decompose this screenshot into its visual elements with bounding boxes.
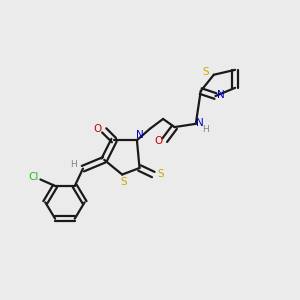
Text: N: N: [218, 90, 225, 100]
Text: S: S: [157, 169, 164, 179]
Text: S: S: [121, 177, 127, 187]
Text: N: N: [136, 130, 144, 140]
Text: O: O: [154, 136, 162, 146]
Text: N: N: [196, 118, 204, 128]
Text: O: O: [94, 124, 102, 134]
Text: H: H: [70, 160, 77, 169]
Text: Cl: Cl: [28, 172, 38, 182]
Text: S: S: [202, 67, 209, 77]
Text: H: H: [202, 125, 209, 134]
